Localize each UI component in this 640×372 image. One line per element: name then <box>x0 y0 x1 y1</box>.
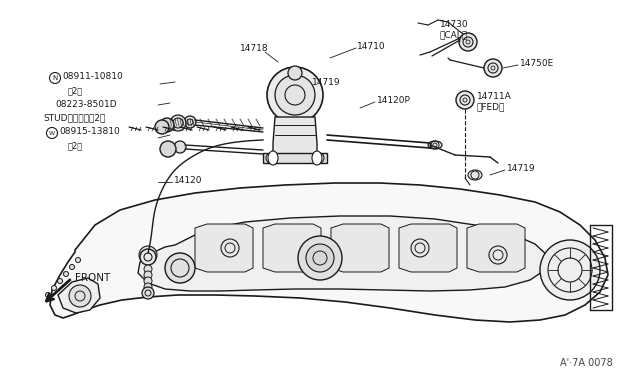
Circle shape <box>184 116 196 128</box>
Text: 14719: 14719 <box>312 77 340 87</box>
Circle shape <box>45 292 51 298</box>
Circle shape <box>298 236 342 280</box>
Circle shape <box>288 66 302 80</box>
Circle shape <box>314 153 324 163</box>
Text: 14120: 14120 <box>174 176 202 185</box>
Text: 14730: 14730 <box>440 20 468 29</box>
Text: W: W <box>49 131 55 135</box>
Circle shape <box>489 246 507 264</box>
Circle shape <box>160 118 174 132</box>
Text: N: N <box>52 75 58 81</box>
Circle shape <box>275 75 315 115</box>
Circle shape <box>170 115 186 131</box>
Circle shape <box>142 287 154 299</box>
Polygon shape <box>467 224 525 272</box>
Polygon shape <box>399 224 457 272</box>
Circle shape <box>155 120 169 134</box>
Text: 14719: 14719 <box>507 164 536 173</box>
Circle shape <box>76 257 81 263</box>
Circle shape <box>456 91 474 109</box>
Text: STUDスタッド（2）: STUDスタッド（2） <box>43 113 106 122</box>
Ellipse shape <box>468 170 482 180</box>
Circle shape <box>266 153 276 163</box>
Circle shape <box>144 271 152 279</box>
Text: A'·7A 0078: A'·7A 0078 <box>560 358 612 368</box>
Text: 14711A: 14711A <box>477 92 512 100</box>
Polygon shape <box>50 183 608 322</box>
Circle shape <box>69 285 91 307</box>
Circle shape <box>221 239 239 257</box>
Ellipse shape <box>312 151 322 165</box>
Polygon shape <box>138 216 548 291</box>
Text: 08915-13810: 08915-13810 <box>59 126 120 135</box>
Circle shape <box>144 277 152 285</box>
Polygon shape <box>195 224 253 272</box>
Text: 14710: 14710 <box>357 42 386 51</box>
Polygon shape <box>331 224 389 272</box>
Polygon shape <box>58 278 100 313</box>
Ellipse shape <box>428 141 442 149</box>
Circle shape <box>140 249 156 265</box>
Circle shape <box>58 279 63 283</box>
Circle shape <box>70 264 74 269</box>
Circle shape <box>540 240 600 300</box>
Text: 14718: 14718 <box>240 44 269 52</box>
Text: （FED）: （FED） <box>477 103 506 112</box>
Circle shape <box>51 285 56 291</box>
Polygon shape <box>263 153 327 163</box>
Text: （CAL）: （CAL） <box>440 30 468 39</box>
Text: （2）: （2） <box>68 141 83 150</box>
Circle shape <box>267 67 323 123</box>
Circle shape <box>306 244 334 272</box>
Polygon shape <box>273 117 317 155</box>
Text: 14120P: 14120P <box>377 96 411 105</box>
Circle shape <box>63 272 68 276</box>
Ellipse shape <box>268 151 278 165</box>
Circle shape <box>144 265 152 273</box>
Text: （2）: （2） <box>68 86 83 95</box>
Text: FRONT: FRONT <box>75 273 110 283</box>
Polygon shape <box>263 224 321 272</box>
Circle shape <box>484 59 502 77</box>
Circle shape <box>459 33 477 51</box>
Circle shape <box>139 246 157 264</box>
Circle shape <box>411 239 429 257</box>
Text: 08223-8501D: 08223-8501D <box>55 100 116 109</box>
Text: 08911-10810: 08911-10810 <box>62 71 123 80</box>
Circle shape <box>174 141 186 153</box>
Circle shape <box>144 283 152 291</box>
Text: 14750E: 14750E <box>520 58 554 67</box>
Circle shape <box>165 253 195 283</box>
Circle shape <box>160 141 176 157</box>
